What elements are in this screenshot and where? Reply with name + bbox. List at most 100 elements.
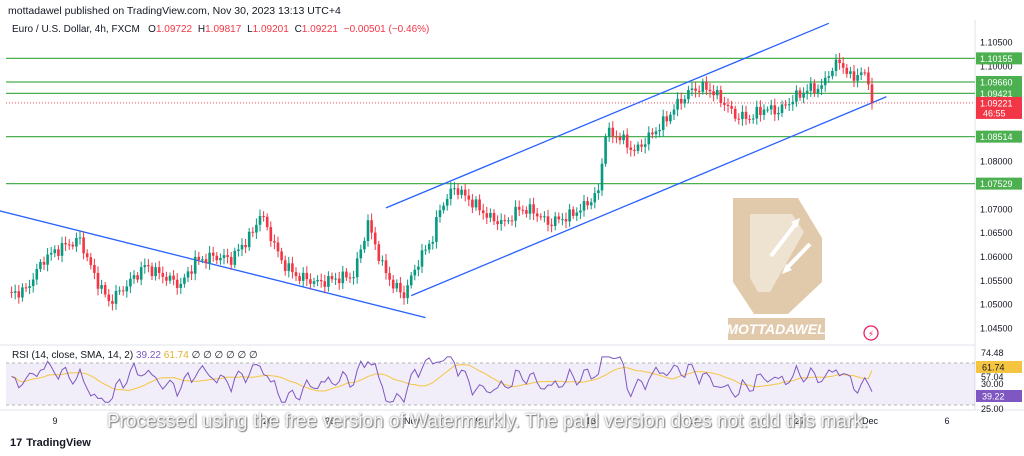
candle[interactable]	[60, 243, 64, 256]
candle[interactable]	[46, 254, 49, 265]
candle[interactable]	[359, 249, 363, 259]
candle[interactable]	[186, 271, 190, 278]
candle[interactable]	[766, 109, 769, 111]
candle[interactable]	[305, 272, 309, 280]
candle[interactable]	[514, 206, 517, 221]
candle[interactable]	[132, 275, 136, 279]
candle[interactable]	[870, 84, 874, 103]
candle[interactable]	[370, 220, 373, 233]
rsi-sma-value-label[interactable]	[976, 361, 1022, 373]
level-price-label[interactable]	[976, 177, 1022, 190]
candle[interactable]	[330, 276, 334, 280]
candle[interactable]	[474, 199, 478, 208]
candle[interactable]	[424, 249, 427, 251]
candle[interactable]	[845, 67, 849, 74]
candle[interactable]	[208, 252, 211, 264]
candle[interactable]	[690, 88, 694, 90]
candle[interactable]	[661, 116, 665, 131]
candle[interactable]	[118, 290, 121, 292]
candle[interactable]	[827, 76, 831, 78]
candle[interactable]	[298, 276, 301, 281]
candle[interactable]	[17, 291, 21, 298]
candle[interactable]	[172, 275, 175, 280]
candle[interactable]	[337, 278, 341, 284]
candle[interactable]	[211, 252, 215, 256]
candle[interactable]	[139, 267, 143, 280]
candle[interactable]	[233, 250, 237, 265]
candle[interactable]	[136, 275, 139, 280]
candle[interactable]	[715, 90, 719, 96]
candle[interactable]	[319, 279, 323, 282]
candle[interactable]	[57, 249, 60, 256]
candle[interactable]	[780, 104, 784, 113]
candle[interactable]	[229, 256, 233, 265]
candle[interactable]	[773, 105, 777, 115]
candle[interactable]	[748, 118, 751, 120]
candle[interactable]	[762, 109, 766, 115]
candle[interactable]	[787, 104, 791, 106]
candle[interactable]	[863, 72, 867, 74]
candle[interactable]	[309, 279, 312, 284]
candle[interactable]	[521, 209, 525, 211]
trendline-descending[interactable]	[0, 210, 426, 319]
candle[interactable]	[633, 149, 636, 151]
candle[interactable]	[420, 250, 424, 267]
level-price-label[interactable]	[976, 75, 1022, 88]
candle[interactable]	[377, 244, 381, 261]
candle[interactable]	[604, 136, 607, 164]
candle[interactable]	[431, 241, 435, 244]
candle[interactable]	[831, 70, 834, 77]
candle[interactable]	[129, 278, 132, 287]
candle[interactable]	[107, 294, 111, 302]
candle[interactable]	[597, 190, 600, 194]
candle[interactable]	[679, 98, 683, 104]
candle[interactable]	[568, 209, 571, 222]
candle[interactable]	[571, 209, 575, 216]
candle[interactable]	[550, 224, 553, 226]
candle[interactable]	[75, 237, 78, 247]
candle[interactable]	[103, 285, 107, 295]
candle[interactable]	[111, 301, 114, 304]
candle[interactable]	[528, 204, 532, 214]
candle[interactable]	[654, 131, 658, 135]
candle[interactable]	[629, 147, 633, 150]
candle[interactable]	[391, 279, 395, 289]
candle[interactable]	[723, 102, 726, 105]
candle[interactable]	[813, 83, 816, 93]
candle[interactable]	[323, 281, 327, 287]
candle[interactable]	[485, 213, 489, 218]
candle[interactable]	[373, 232, 377, 245]
candle[interactable]	[21, 287, 24, 298]
candle[interactable]	[175, 279, 179, 288]
candle[interactable]	[215, 255, 219, 261]
candle[interactable]	[676, 98, 679, 110]
candle[interactable]	[539, 216, 543, 218]
candle[interactable]	[363, 240, 366, 250]
level-price-label[interactable]	[976, 130, 1022, 143]
candle[interactable]	[190, 271, 193, 274]
candle[interactable]	[658, 130, 661, 132]
candle[interactable]	[622, 134, 625, 141]
candle[interactable]	[687, 89, 690, 100]
candle[interactable]	[697, 90, 701, 92]
candle[interactable]	[672, 109, 676, 115]
candle[interactable]	[280, 251, 283, 261]
candle[interactable]	[258, 216, 262, 225]
candle[interactable]	[841, 63, 845, 68]
symbol-legend[interactable]: Euro / U.S. Dollar, 4h, FXCM O1.09722 H1…	[12, 24, 430, 35]
candle[interactable]	[701, 81, 705, 92]
candle[interactable]	[755, 106, 759, 119]
candle[interactable]	[395, 282, 399, 289]
candle[interactable]	[121, 290, 125, 292]
candle[interactable]	[388, 273, 391, 280]
candle[interactable]	[89, 257, 93, 266]
candle[interactable]	[276, 242, 280, 252]
candle[interactable]	[341, 271, 345, 284]
candle[interactable]	[445, 198, 449, 206]
candle[interactable]	[179, 283, 183, 288]
candle[interactable]	[165, 276, 168, 281]
candle[interactable]	[67, 244, 71, 246]
candle[interactable]	[867, 72, 870, 85]
candle[interactable]	[273, 241, 276, 243]
